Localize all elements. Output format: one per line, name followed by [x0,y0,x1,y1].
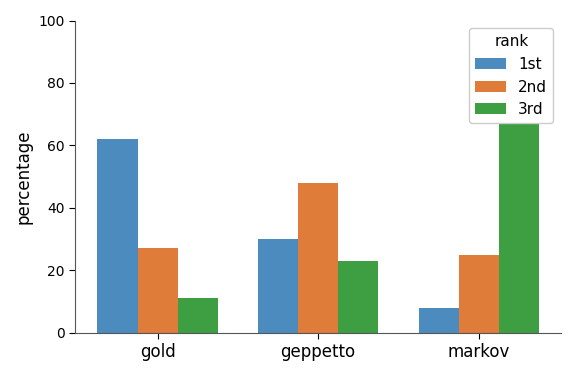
Bar [298,183,338,333]
Bar [499,123,539,333]
Bar [338,261,378,333]
Bar [458,255,499,333]
Bar [419,308,458,333]
Bar [97,139,138,333]
Legend: 1st, 2nd, 3rd: 1st, 2nd, 3rd [469,28,554,123]
Bar [177,298,218,333]
Bar [258,239,298,333]
Bar [138,248,177,333]
Y-axis label: percentage: percentage [15,129,33,224]
